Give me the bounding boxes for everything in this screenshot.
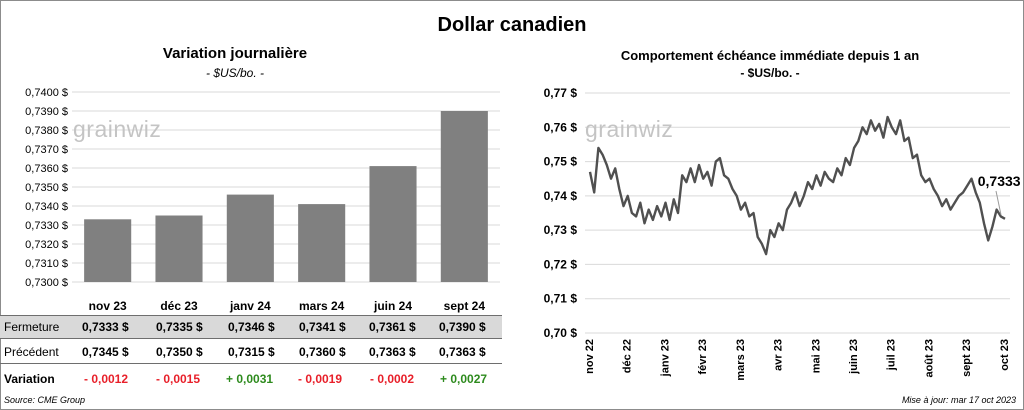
x-tick-label: juin 24 — [373, 299, 412, 313]
x-tick-label: août 23 — [923, 339, 935, 378]
y-tick-label: 0,7350 $ — [25, 182, 68, 194]
x-tick-label: mars 24 — [299, 299, 345, 313]
fermeture-cell: 0,7341 $ — [299, 320, 346, 334]
bar-chart: 0,7300 $ 0,7310 $ 0,7320 $ 0,7330 $ 0,7340 $… — [25, 87, 500, 313]
y-tick-label: 0,70 $ — [544, 326, 578, 340]
y-tick-label: 0,75 $ — [544, 155, 578, 169]
x-tick-label: oct 23 — [999, 339, 1011, 371]
bar — [369, 166, 417, 282]
y-tick-label: 0,7360 $ — [25, 163, 68, 175]
y-tick-label: 0,77 $ — [544, 86, 578, 100]
precedent-cell: 0,7315 $ — [228, 345, 275, 359]
y-tick-label: 0,7340 $ — [25, 201, 68, 213]
fermeture-cell: 0,7335 $ — [156, 320, 203, 334]
right-chart-subtitle: - $US/bo. - — [740, 66, 800, 80]
table-row-variation: Variation - 0,0012 - 0,0015 + 0,0031 - 0… — [0, 368, 502, 390]
variation-cell: - 0,0019 — [298, 372, 343, 386]
x-tick-label: janv 24 — [229, 299, 271, 313]
x-tick-label: sept 23 — [961, 339, 973, 377]
x-tick-label: avr 23 — [773, 339, 785, 371]
series-line — [588, 115, 1006, 256]
x-tick-label: janv 23 — [659, 339, 671, 377]
x-tick-label: mai 23 — [810, 339, 822, 373]
left-chart-subtitle: - $US/bo. - — [205, 66, 265, 80]
bar — [226, 194, 274, 282]
x-tick-label: juin 23 — [848, 339, 860, 375]
variation-cell: - 0,0012 — [84, 372, 129, 386]
x-tick-label: nov 22 — [584, 339, 596, 374]
fermeture-cell: 0,7361 $ — [369, 320, 416, 334]
last-value-label: 0,7333 $ — [978, 173, 1020, 189]
bar — [298, 204, 346, 282]
left-chart-title: Variation journalière — [162, 45, 308, 62]
bar — [440, 111, 488, 282]
y-tick-label: 0,7370 $ — [25, 144, 68, 156]
precedent-cell: 0,7360 $ — [299, 345, 346, 359]
precedent-cell: 0,7363 $ — [369, 345, 416, 359]
x-tick-label: déc 23 — [160, 299, 198, 313]
y-tick-label: 0,76 $ — [544, 120, 578, 134]
fermeture-cell: 0,7346 $ — [228, 320, 275, 334]
precedent-cell: 0,7345 $ — [82, 345, 129, 359]
variation-cell: - 0,0015 — [156, 372, 201, 386]
variation-cell: + 0,0027 — [440, 372, 488, 386]
watermark-left: grainwiz — [73, 116, 162, 142]
bar — [84, 219, 132, 282]
watermark-right: grainwiz — [585, 116, 674, 142]
table-row-fermeture: Fermeture 0,7333 $ 0,7335 $ 0,7346 $ 0,7… — [0, 315, 502, 339]
right-chart-title: Comportement échéance immédiate depuis 1… — [620, 48, 920, 63]
x-tick-label: mars 23 — [735, 339, 747, 381]
y-tick-label: 0,7400 $ — [25, 87, 68, 99]
x-tick-label: déc 22 — [622, 339, 634, 373]
y-tick-label: 0,71 $ — [544, 292, 578, 306]
row-label: Précédent — [4, 345, 59, 359]
variation-cell: - 0,0002 — [370, 372, 415, 386]
y-tick-label: 0,7380 $ — [25, 125, 68, 137]
y-tick-label: 0,7390 $ — [25, 106, 68, 118]
fermeture-cell: 0,7390 $ — [439, 320, 486, 334]
y-tick-label: 0,7310 $ — [25, 258, 68, 270]
x-tick-label: nov 23 — [89, 299, 127, 313]
y-tick-label: 0,72 $ — [544, 257, 578, 271]
y-tick-label: 0,74 $ — [544, 189, 578, 203]
fermeture-cell: 0,7333 $ — [82, 320, 129, 334]
main-title: Dollar canadien — [437, 14, 587, 36]
x-tick-label: sept 24 — [444, 299, 486, 313]
x-tick-label: févr 23 — [697, 339, 709, 374]
label-leader-line — [995, 190, 1002, 215]
y-tick-label: 0,7300 $ — [25, 277, 68, 289]
y-tick-label: 0,73 $ — [544, 223, 578, 237]
y-tick-label: 0,7330 $ — [25, 220, 68, 232]
variation-cell: + 0,0031 — [226, 372, 274, 386]
row-label: Variation — [4, 372, 55, 386]
bar — [155, 215, 203, 282]
row-label: Fermeture — [4, 320, 60, 334]
precedent-cell: 0,7363 $ — [439, 345, 486, 359]
precedent-cell: 0,7350 $ — [156, 345, 203, 359]
y-tick-label: 0,7320 $ — [25, 239, 68, 251]
source-note: Source: CME Group — [4, 395, 86, 405]
update-note: Mise à jour: mar 17 oct 2023 — [901, 395, 1016, 405]
x-tick-label: juil 23 — [886, 339, 898, 371]
table-row-precedent: Précédent 0,7345 $ 0,7350 $ 0,7315 $ 0,7… — [0, 341, 502, 364]
line-chart: 0,70 $ 0,71 $ 0,72 $ 0,73 $ 0,74 $ 0,75 $ 0,76… — [544, 86, 1020, 381]
